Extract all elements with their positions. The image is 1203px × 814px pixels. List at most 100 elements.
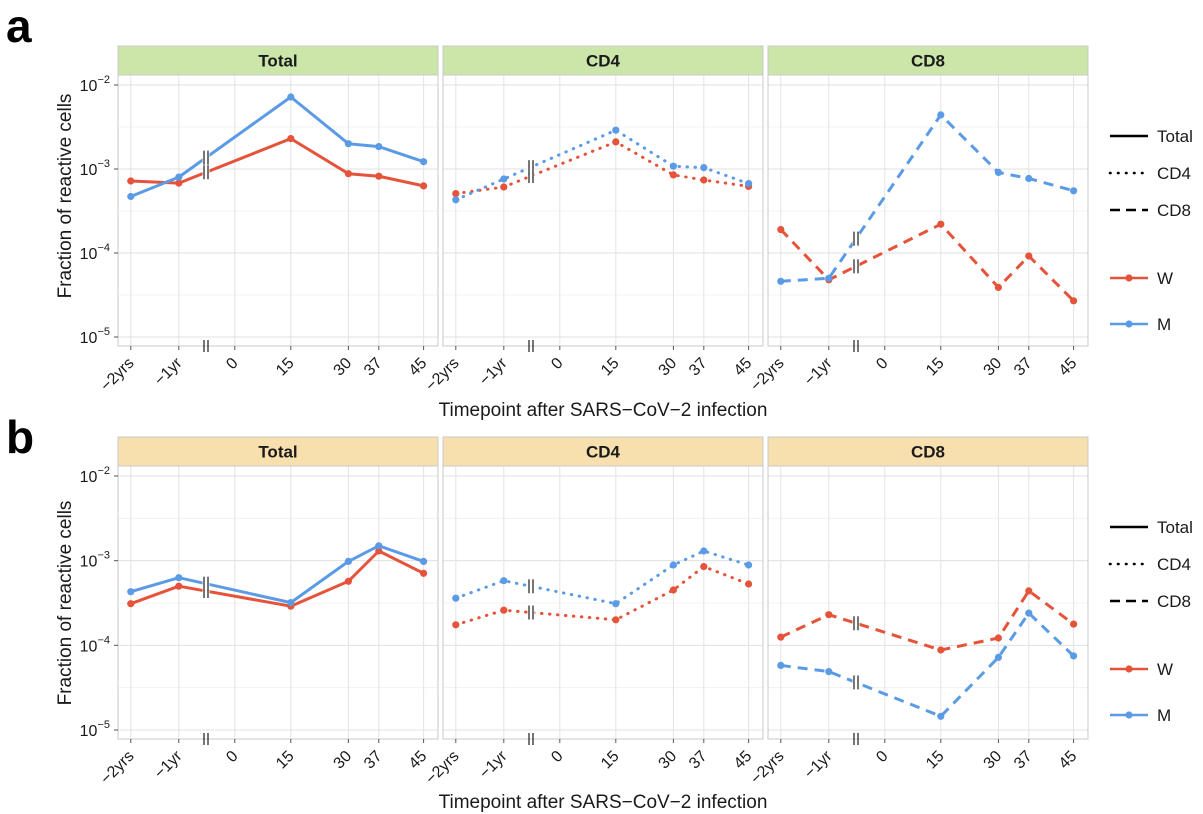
line-break-marker xyxy=(202,576,210,591)
data-point xyxy=(700,563,708,571)
y-tick-label: 10−2 xyxy=(80,465,110,486)
data-point xyxy=(777,277,785,285)
data-point xyxy=(825,274,833,282)
data-point xyxy=(994,283,1003,291)
legend-label: Total xyxy=(1157,518,1193,537)
y-tick-label: 10−4 xyxy=(80,242,110,263)
x-tick-label: 30 xyxy=(656,748,681,773)
x-tick-label: −2yrs xyxy=(748,355,788,395)
data-point xyxy=(994,634,1003,642)
panel-b-plots: Total−2yrs −1yr 0 15 30 37 4510−510−410−310−2C… xyxy=(55,436,1089,813)
data-point xyxy=(612,126,620,134)
data-point xyxy=(375,547,383,555)
data-point xyxy=(287,599,295,607)
series-m-cd4 xyxy=(452,126,753,204)
series-m-cd8 xyxy=(777,609,1078,720)
line-break-marker xyxy=(202,165,210,180)
data-point xyxy=(175,173,183,181)
data-point xyxy=(127,600,135,608)
series-line xyxy=(454,565,751,627)
x-tick-label: 30 xyxy=(656,355,681,380)
x-axis-title: Timepoint after SARS−CoV−2 infection xyxy=(439,792,768,813)
series-line xyxy=(130,137,424,188)
plot-frame xyxy=(442,465,764,740)
data-point xyxy=(500,183,508,191)
x-tick-label: 30 xyxy=(331,748,356,773)
panel-a-plots: Total−2yrs −1yr 0 15 30 37 4510−510−410−310−2C… xyxy=(55,45,1089,421)
data-point xyxy=(500,606,508,614)
y-tick-label: 10−3 xyxy=(80,158,110,179)
line-break-marker xyxy=(852,675,860,690)
legend-key-point xyxy=(1125,711,1133,719)
x-tick-label: 15 xyxy=(598,355,623,380)
x-tick-label: 30 xyxy=(331,355,356,380)
legend-key-point xyxy=(1125,274,1133,282)
facet-strip xyxy=(442,45,764,76)
x-tick-label: 45 xyxy=(731,748,756,773)
series-m-total xyxy=(127,542,428,607)
facet-strip-label: CD8 xyxy=(911,52,945,71)
data-point xyxy=(1070,297,1078,305)
data-point xyxy=(344,170,352,178)
panel-label-a: a xyxy=(6,0,32,52)
data-point xyxy=(937,220,945,228)
x-tick-label: 30 xyxy=(981,355,1006,380)
series-w-cd4 xyxy=(452,563,753,629)
x-tick-label: −1yr xyxy=(476,354,511,389)
legend-item-total: Total xyxy=(1110,127,1193,146)
data-point xyxy=(994,168,1003,176)
x-tick-label: 37 xyxy=(686,355,711,380)
legend-panel-b: Total CD4 CD8 W M xyxy=(1108,518,1193,725)
x-tick-label: 0 xyxy=(873,355,891,373)
data-point xyxy=(287,135,295,143)
x-tick-label: −2yrs xyxy=(748,748,788,788)
line-break-marker xyxy=(527,605,535,620)
data-point xyxy=(500,175,508,183)
facet-strip-label: CD4 xyxy=(586,52,621,71)
plot-frame xyxy=(442,74,764,347)
line-break-marker xyxy=(527,579,535,594)
x-tick-label: 45 xyxy=(1056,355,1081,380)
data-point xyxy=(745,561,753,569)
line-break-marker xyxy=(852,259,860,274)
facet-strip xyxy=(117,436,439,467)
series-w-cd4 xyxy=(452,138,753,198)
x-tick-label: 15 xyxy=(923,355,948,380)
panel-label-b: b xyxy=(6,411,34,463)
data-point xyxy=(452,621,460,629)
series-m-cd4 xyxy=(452,547,753,608)
x-tick-label: 15 xyxy=(273,355,298,380)
data-point xyxy=(777,633,785,641)
facet-strip-label: Total xyxy=(258,443,297,462)
data-point xyxy=(937,712,945,720)
x-tick-label: −2yrs xyxy=(98,748,138,788)
plot-background xyxy=(118,75,438,346)
line-break-marker xyxy=(527,160,535,175)
legend-label: CD4 xyxy=(1157,164,1191,183)
x-tick-label: −2yrs xyxy=(423,355,463,395)
series-w-cd8 xyxy=(777,220,1078,305)
x-tick-label: 0 xyxy=(873,748,891,766)
plot-frame xyxy=(767,74,1089,347)
line-break-marker xyxy=(852,231,860,246)
x-tick-label: 45 xyxy=(406,748,431,773)
data-point xyxy=(700,164,708,172)
y-tick-label: 10−2 xyxy=(80,74,110,95)
facet-cd4: CD4 −2yrs −1yr 0 15 30 37 45 xyxy=(423,45,764,395)
facet-strip xyxy=(442,436,764,467)
data-point xyxy=(1025,587,1033,595)
data-point xyxy=(1070,187,1078,195)
data-point xyxy=(420,557,428,566)
data-point xyxy=(669,171,678,179)
facet-total: Total −2yrs −1yr 0 15 30 37 45 10−5 10−4 10−3 10−2 xyxy=(80,45,439,395)
data-point xyxy=(375,172,383,180)
facet-cd8: CD8 −2yrs −1yr 0 15 30 37 45 xyxy=(748,45,1089,395)
x-tick-label: 37 xyxy=(686,748,711,773)
facet-strip-label: CD4 xyxy=(586,443,621,462)
x-axis-title: Timepoint after SARS−CoV−2 infection xyxy=(439,400,768,421)
data-point xyxy=(1025,174,1033,183)
data-point xyxy=(420,158,428,166)
x-tick-label: 37 xyxy=(361,355,386,380)
data-point xyxy=(500,577,508,585)
data-point xyxy=(452,190,460,198)
